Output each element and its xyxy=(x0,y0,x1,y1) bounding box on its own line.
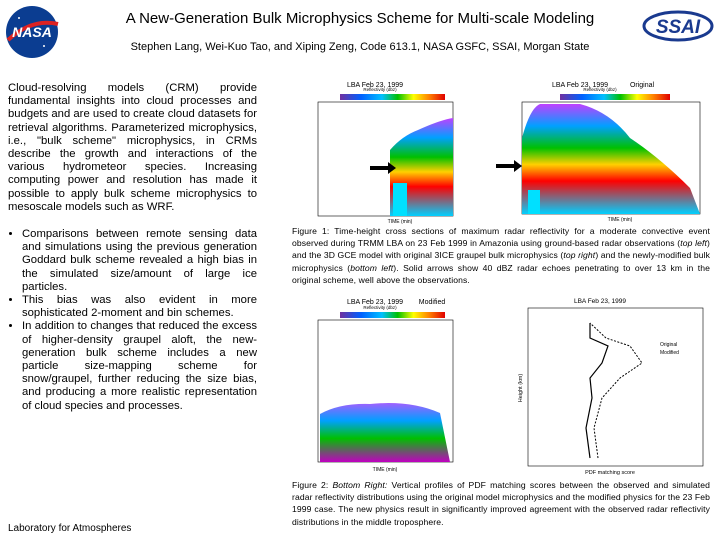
logo-text: NASA xyxy=(12,24,52,40)
x-label: TIME (min) xyxy=(373,467,398,473)
panel-tag: Original xyxy=(630,82,655,89)
logo-text: SSAI xyxy=(656,17,701,38)
figures: LBA Feb 23, 1999 Reflectivity (dbz) TIME… xyxy=(317,82,704,476)
bullets: Comparisons between remote sensing data … xyxy=(8,228,257,413)
panel-profiles: LBA Feb 23, 1999 Original Modified PDF m… xyxy=(518,298,704,476)
panel-original: LBA Feb 23, 1999 Original Reflectivity (… xyxy=(496,82,701,223)
authors: Stephen Lang, Wei-Kuo Tao, and Xiping Ze… xyxy=(130,41,590,53)
panel-title: LBA Feb 23, 1999 xyxy=(347,82,403,89)
panel-modified: LBA Feb 23, 1999 Modified Reflectivity (… xyxy=(317,299,454,473)
x-label: TIME (min) xyxy=(608,217,633,223)
panel-observed: LBA Feb 23, 1999 Reflectivity (dbz) TIME… xyxy=(317,82,454,225)
panel-tag: Modified xyxy=(419,299,446,306)
intro: Cloud-resolving models (CRM) provide fun… xyxy=(8,82,257,213)
caption-text: top left xyxy=(680,238,708,249)
y-label: Height (km) xyxy=(518,374,524,403)
caption-text: bottom left xyxy=(350,262,394,273)
panel-subtitle: Reflectivity (dbz) xyxy=(363,87,397,92)
caption-text: top right xyxy=(563,250,596,261)
bullet: This bias was also evident in more sophi… xyxy=(22,294,257,320)
caption-text: ). Solid arrows show 40 dBZ radar echoes… xyxy=(292,262,710,285)
x-label: PDF matching score xyxy=(585,470,635,476)
panel-subtitle: Reflectivity (dbz) xyxy=(583,87,617,92)
caption-text: ) and the newly-modified bulk microphysi… xyxy=(292,250,710,273)
nasa-logo: NASA xyxy=(6,6,59,58)
caption-text: Vertical profiles of PDF matching scores… xyxy=(292,480,710,527)
legend-entry: Original xyxy=(660,342,677,348)
title: A New-Generation Bulk Microphysics Schem… xyxy=(125,10,595,27)
ssai-logo: SSAI xyxy=(642,10,714,42)
footer: Laboratory for Atmospheres xyxy=(8,523,132,534)
panel-title: LBA Feb 23, 1999 xyxy=(347,299,403,306)
figure2-caption: Figure 2: Bottom Right: Vertical profile… xyxy=(292,479,710,528)
legend-entry: Modified xyxy=(660,350,679,356)
body-text: Cloud-resolving models (CRM) provide fun… xyxy=(8,82,257,413)
panel-subtitle: Reflectivity (dbz) xyxy=(363,305,397,310)
x-label: TIME (min) xyxy=(388,219,413,225)
panel-title: LBA Feb 23, 1999 xyxy=(574,298,626,305)
panel-title: LBA Feb 23, 1999 xyxy=(552,82,608,89)
caption-text: Bottom Right: xyxy=(332,480,388,490)
bullet: Comparisons between remote sensing data … xyxy=(22,228,257,294)
figure1-caption: Figure 1: Time-height cross sections of … xyxy=(292,225,710,286)
caption-text: ) and the 3D GCE model with original 3IC… xyxy=(292,238,710,261)
caption-text: Figure 1: Time-height cross sections of … xyxy=(292,226,710,249)
bullet: In addition to changes that reduced the … xyxy=(22,320,257,412)
caption-text: Figure 2: xyxy=(292,480,333,490)
